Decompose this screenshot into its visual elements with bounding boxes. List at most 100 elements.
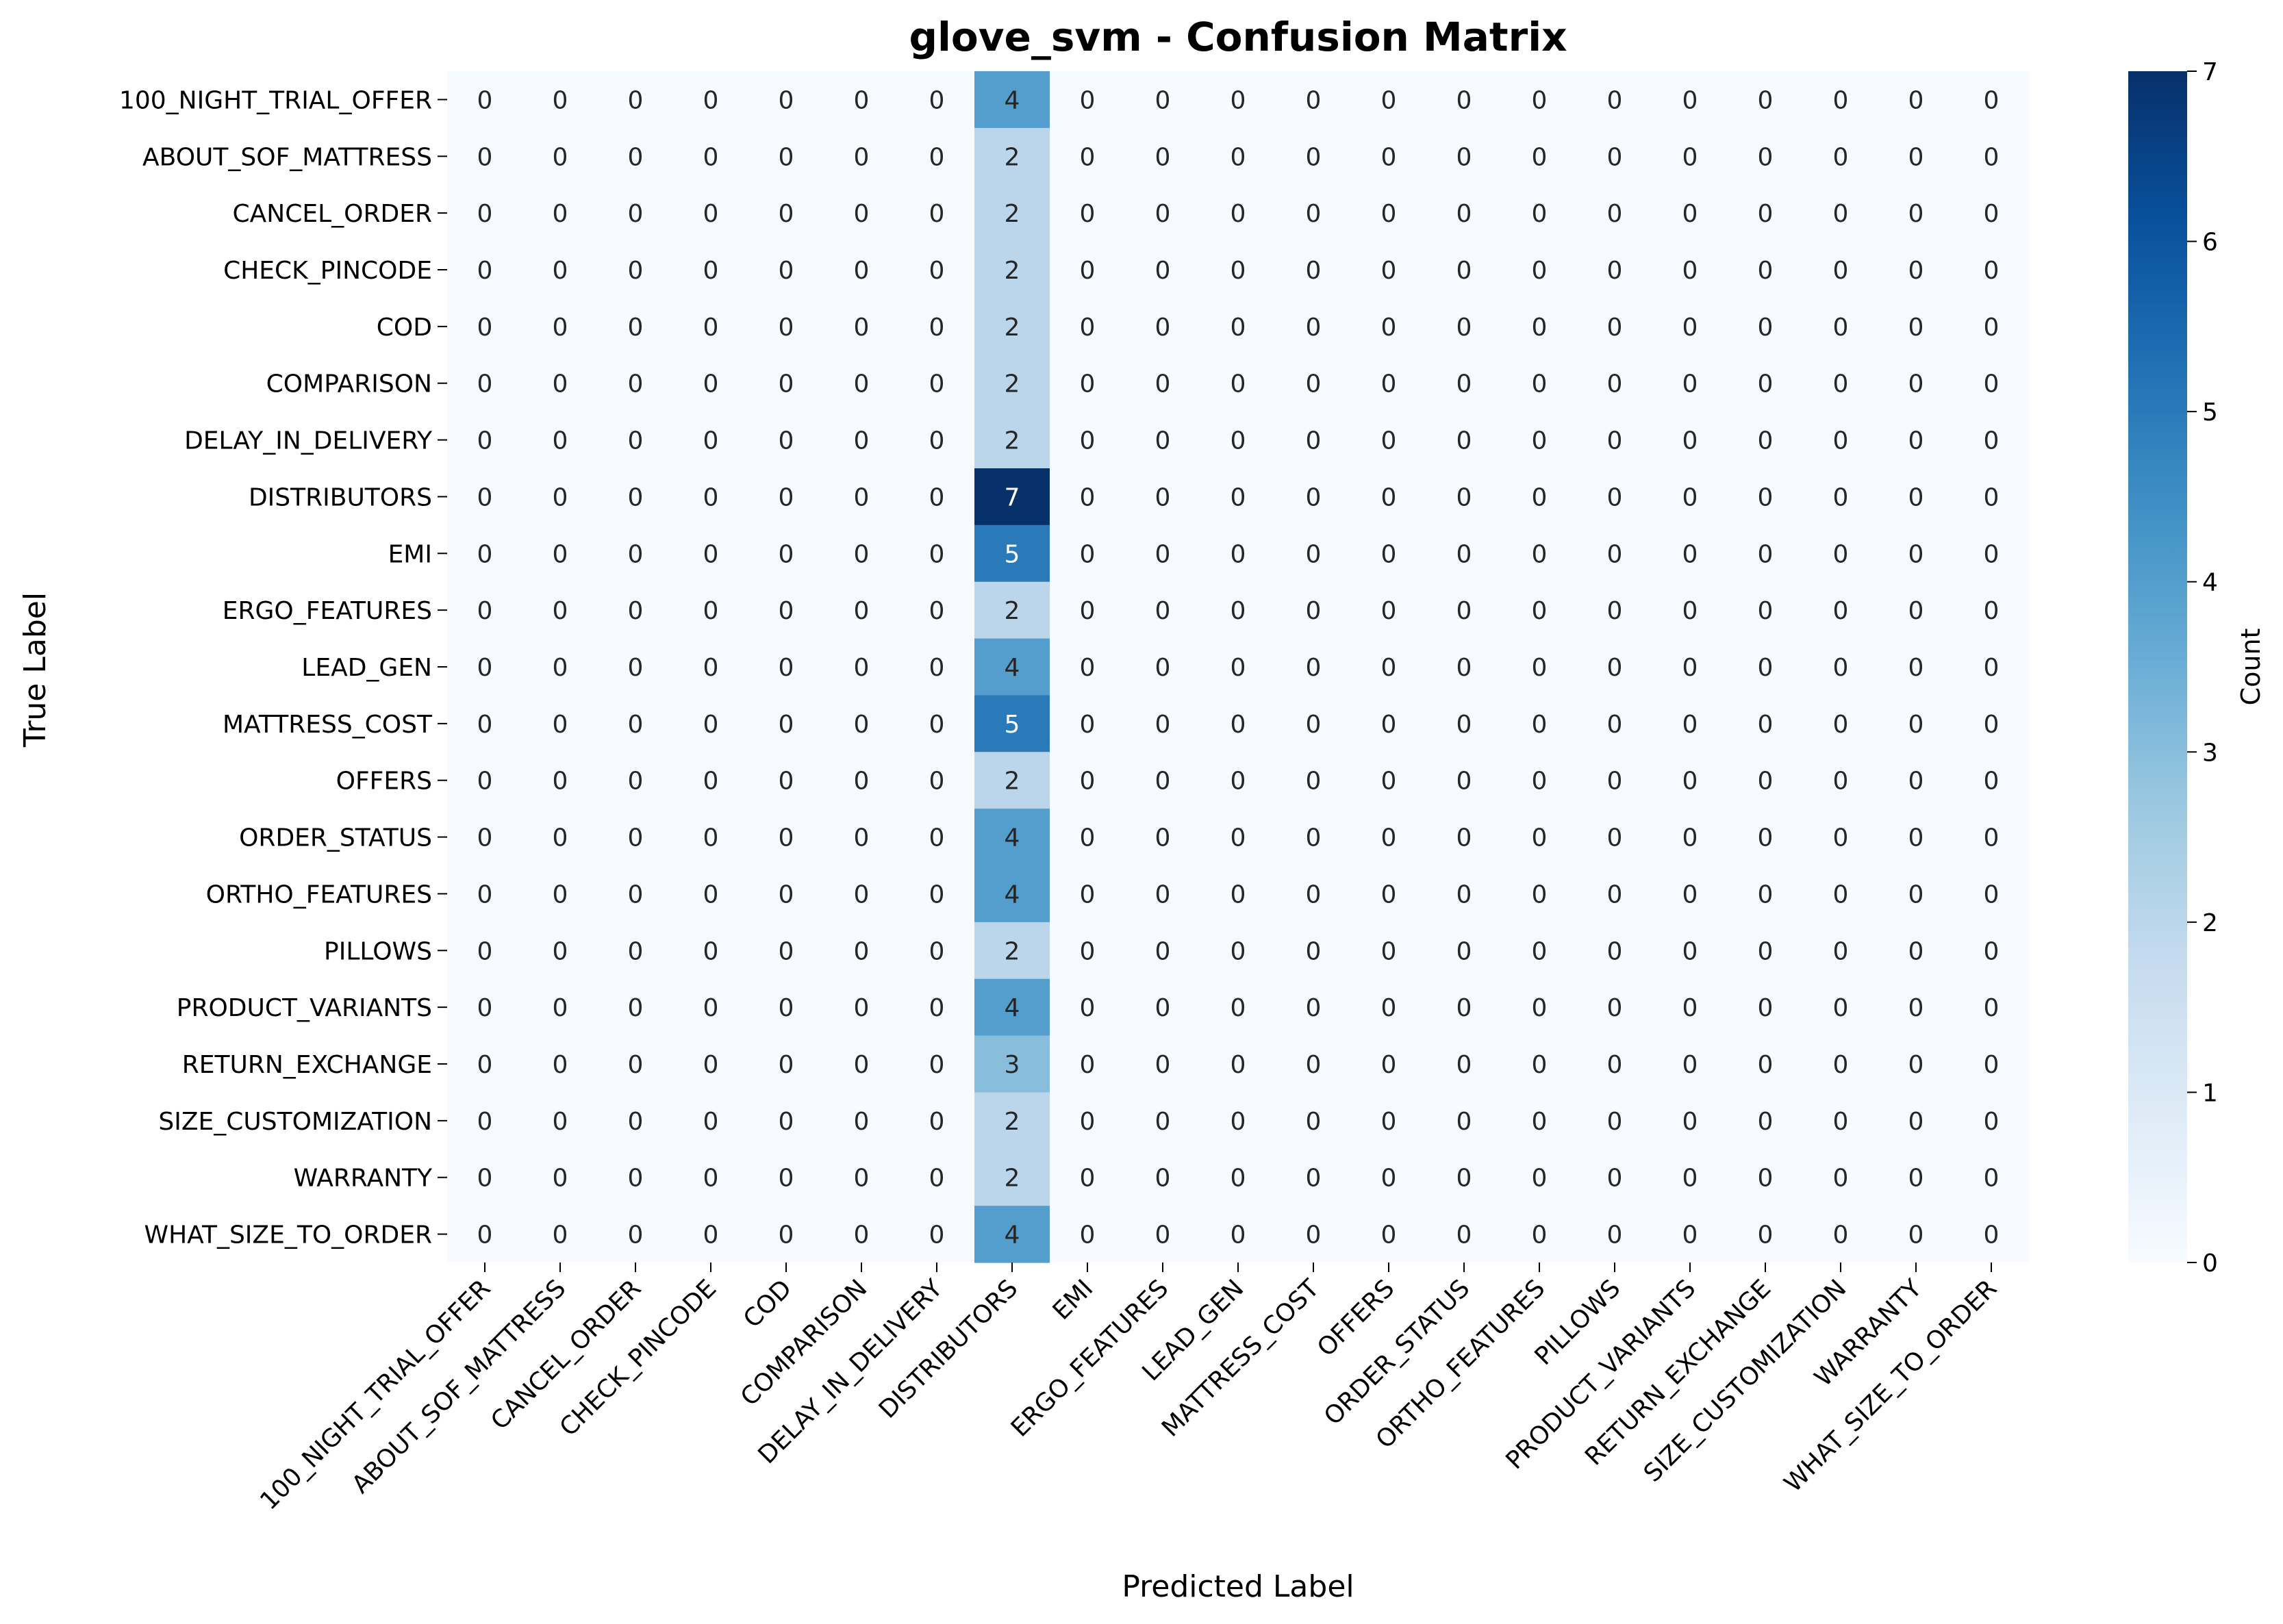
cell-value-label: 0 (1682, 994, 1698, 1022)
heatmap-cell (1200, 1092, 1276, 1150)
cell-value-label: 0 (628, 711, 644, 739)
heatmap-cell (1276, 524, 1352, 583)
heatmap-cell (1351, 1206, 1427, 1263)
heatmap-cell (1803, 1092, 1879, 1150)
heatmap-cell (1577, 411, 1653, 469)
cell-value-label: 0 (1607, 314, 1623, 342)
cell-value-label: 0 (1155, 711, 1171, 739)
cell-value-label: 0 (1456, 314, 1472, 342)
heatmap-cell (673, 1035, 749, 1093)
cell-value-label: 0 (1306, 86, 1322, 114)
heatmap-cell (899, 1035, 975, 1093)
heatmap-cell (1200, 752, 1276, 809)
cell-value-label: 0 (628, 1108, 644, 1136)
heatmap-cell (974, 638, 1050, 696)
cell-value-label: 0 (1306, 1165, 1322, 1193)
heatmap-cell (598, 922, 674, 980)
heatmap-cell (447, 355, 523, 412)
cell-value-label: 0 (929, 257, 945, 285)
heatmap-cell (673, 752, 749, 809)
heatmap-cell (673, 298, 749, 355)
cell-value-label: 0 (1381, 767, 1397, 796)
cell-value-label: 0 (1984, 937, 2000, 965)
cell-value-label: 0 (1381, 1221, 1397, 1249)
heatmap-cell (1200, 71, 1276, 129)
heatmap-cell (1351, 411, 1427, 469)
cell-value-label: 0 (1833, 711, 1849, 739)
cell-value-label: 0 (553, 1221, 568, 1249)
cell-value-label: 0 (929, 597, 945, 625)
cell-value-label: 0 (1682, 540, 1698, 568)
cell-value-label: 0 (628, 540, 644, 568)
cell-value-label: 0 (929, 143, 945, 171)
cell-value-label: 0 (929, 200, 945, 228)
cell-value-label: 0 (628, 370, 644, 398)
cell-value-label: 0 (1607, 994, 1623, 1022)
heatmap-cell (1652, 298, 1728, 355)
heatmap-cell (1050, 865, 1126, 923)
cell-value-label: 0 (1607, 427, 1623, 455)
heatmap-cell (1954, 1092, 2030, 1150)
y-tick-label: RETURN_EXCHANGE (182, 1051, 432, 1079)
heatmap-cell (673, 524, 749, 583)
heatmap-cell (1803, 1149, 1879, 1206)
cell-value-label: 0 (1306, 711, 1322, 739)
cell-value-label: 0 (1456, 994, 1472, 1022)
cell-value-label: 0 (1080, 711, 1096, 739)
cell-value-label: 0 (1080, 143, 1096, 171)
heatmap-cell (748, 524, 824, 583)
cell-value-label: 0 (1908, 711, 1924, 739)
cell-value-label: 0 (1456, 200, 1472, 228)
cell-value-label: 0 (1984, 86, 2000, 114)
cell-value-label: 0 (1080, 257, 1096, 285)
heatmap-cell (1803, 411, 1879, 469)
heatmap-cell (748, 184, 824, 242)
heatmap-cell (1577, 865, 1653, 923)
heatmap-cell (1276, 809, 1352, 866)
heatmap-cell (748, 865, 824, 923)
cell-value-label: 0 (1908, 767, 1924, 796)
heatmap-cell (748, 638, 824, 696)
heatmap-cell (1954, 524, 2030, 583)
cell-value-label: 0 (1758, 257, 1774, 285)
cell-value-label: 0 (1758, 1108, 1774, 1136)
cell-value-label: 0 (929, 937, 945, 965)
cell-value-label: 0 (1984, 880, 2000, 909)
heatmap-cell (1728, 127, 1804, 186)
heatmap-cell (1200, 1149, 1276, 1206)
heatmap-cell (1878, 524, 1954, 583)
heatmap-cell (1577, 355, 1653, 412)
heatmap-cell (673, 411, 749, 469)
cell-value-label: 0 (1381, 427, 1397, 455)
cell-value-label: 0 (1908, 1051, 1924, 1079)
heatmap-cell (974, 581, 1050, 639)
cell-value-label: 0 (1381, 314, 1397, 342)
cell-value-label: 0 (929, 654, 945, 682)
cell-value-label: 0 (1908, 1165, 1924, 1193)
heatmap-cell (522, 127, 598, 186)
heatmap-cell (522, 865, 598, 923)
heatmap-cell (1276, 865, 1352, 923)
heatmap-cell (598, 809, 674, 866)
cell-value-label: 0 (1080, 427, 1096, 455)
cell-value-label: 0 (553, 994, 568, 1022)
heatmap-cell (1878, 298, 1954, 355)
cell-value-label: 0 (477, 86, 493, 114)
heatmap-cell (1728, 1149, 1804, 1206)
heatmap-cell (1803, 71, 1879, 129)
heatmap-cell (1276, 298, 1352, 355)
cell-value-label: 0 (929, 370, 945, 398)
cell-value-label: 0 (1155, 483, 1171, 511)
cell-value-label: 0 (1532, 1165, 1548, 1193)
cell-value-label: 0 (1607, 200, 1623, 228)
heatmap-cell (974, 241, 1050, 299)
cell-value-label: 0 (1682, 767, 1698, 796)
heatmap-cell (598, 298, 674, 355)
heatmap-cell (1878, 355, 1954, 412)
heatmap-cell (1954, 581, 2030, 639)
cell-value-label: 0 (1532, 767, 1548, 796)
heatmap-cell (598, 978, 674, 1037)
cell-value-label: 0 (1456, 143, 1472, 171)
heatmap-cell (1050, 809, 1126, 866)
cell-value-label: 0 (854, 1165, 870, 1193)
